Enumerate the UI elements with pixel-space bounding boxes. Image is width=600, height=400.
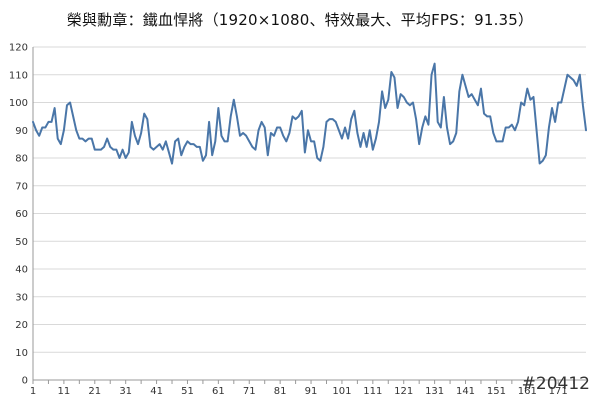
y-tick-label: 40 [15,265,28,276]
chart-title: 榮與勳章：鐵血悍將（1920×1080、特效最大、平均FPS：91.35） [66,11,534,29]
x-tick-label: 51 [181,386,194,397]
y-tick-label: 0 [22,376,28,387]
x-tick-label: 71 [243,386,256,397]
watermark-text: #20412 [521,374,590,394]
y-tick-label: 120 [9,43,28,54]
x-tick-label: 1 [30,386,36,397]
y-tick-label: 80 [15,154,28,165]
axes [32,47,586,384]
y-tick-label: 70 [15,181,28,192]
y-tick-label: 30 [15,292,28,303]
y-tick-label: 100 [9,98,28,109]
y-tick-label: 50 [15,237,28,248]
y-tick-label: 110 [9,70,28,81]
y-tick-label: 60 [15,209,28,220]
x-tick-label: 91 [305,386,318,397]
x-tick-label: 161 [518,386,537,397]
x-tick-label: 21 [88,386,101,397]
x-tick-label: 121 [394,386,413,397]
series [32,62,587,165]
y-tick-label: 10 [15,348,28,359]
x-tick-label: 171 [549,386,568,397]
x-tick-label: 61 [212,386,225,397]
y-tick-label: 90 [15,126,28,137]
x-tick-label: 101 [332,386,351,397]
x-tick-label: 41 [150,386,163,397]
fps-series-line [32,62,587,165]
x-tick-label: 81 [274,386,287,397]
x-tick-label: 111 [363,386,382,397]
x-tick-label: 131 [425,386,444,397]
gridlines [33,46,586,353]
x-tick-label: 11 [58,386,71,397]
x-tick-label: 151 [487,386,506,397]
x-tick-label: 31 [119,386,132,397]
y-tick-label: 20 [15,320,28,331]
x-tick-label: 141 [456,386,475,397]
